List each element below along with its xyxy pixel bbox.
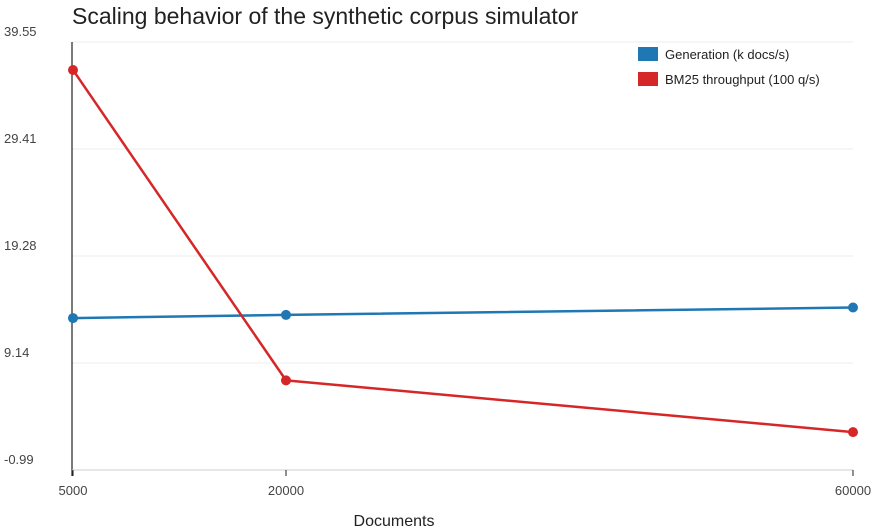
data-point	[281, 375, 291, 386]
data-point	[68, 313, 78, 324]
legend-swatch	[638, 72, 658, 86]
legend-label: BM25 throughput (100 q/s)	[665, 72, 820, 87]
y-tick-label: 29.41	[4, 131, 37, 146]
series-layer	[68, 64, 858, 438]
series-line-0	[72, 306, 854, 320]
y-tick-label: -0.99	[4, 452, 34, 467]
series-line-1	[71, 69, 854, 434]
data-point	[68, 64, 78, 75]
gridlines	[72, 41, 853, 364]
x-tick-label: 20000	[268, 483, 304, 498]
x-tick-label: 5000	[59, 483, 88, 498]
data-point	[848, 302, 858, 313]
data-point	[281, 309, 291, 320]
y-tick-label: 19.28	[4, 238, 37, 253]
y-tick-label: 9.14	[4, 345, 29, 360]
x-axis-label: Documents	[354, 513, 435, 530]
y-tick-label: 39.55	[4, 24, 37, 39]
x-tick-label: 60000	[835, 483, 871, 498]
data-point	[848, 427, 858, 438]
legend: Generation (k docs/s) BM25 throughput (10…	[638, 47, 820, 87]
axes: 39.55 29.41 19.28 9.14 -0.99 5000 20000 60000	[4, 24, 871, 498]
legend-label: Generation (k docs/s)	[665, 47, 789, 62]
chart-title: Scaling behavior of the synthetic corpus…	[72, 3, 579, 29]
legend-swatch	[638, 47, 658, 61]
